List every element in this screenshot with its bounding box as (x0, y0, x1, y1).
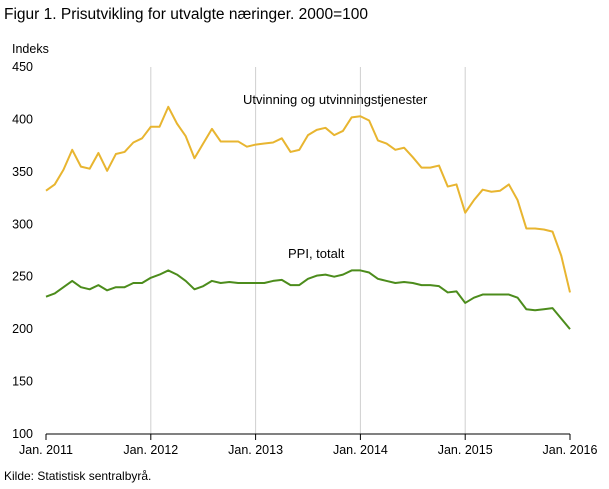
y-tick-label: 450 (12, 60, 33, 74)
x-tick-label: Jan. 2015 (438, 443, 493, 457)
series-label-ppi-totalt: PPI, totalt (288, 246, 345, 261)
axis-layer: Jan. 2011 Jan. 2012 Jan. 2013 Jan. 2014 Jan.… (12, 60, 597, 457)
y-tick-label: 150 (12, 375, 33, 389)
x-tick-label: Jan. 2012 (123, 443, 178, 457)
series-line-utvinning (45, 105, 571, 293)
label-layer: Utvinning og utvinningstjenester PPI, tot… (243, 92, 428, 261)
x-tick-label: Jan. 2014 (333, 443, 388, 457)
x-tick-label: Jan. 2013 (228, 443, 283, 457)
y-tick-label: 200 (12, 322, 33, 336)
source-note: Kilde: Statistisk sentralbyrå. (4, 469, 152, 483)
series-line-ppi-totalt (45, 269, 571, 330)
series-layer (45, 105, 571, 330)
x-tick-label: Jan. 2011 (19, 443, 73, 457)
y-tick-label: 350 (12, 165, 33, 179)
chart-title: Figur 1. Prisutvikling for utvalgte næri… (4, 6, 369, 23)
y-tick-label: 100 (12, 427, 33, 441)
y-axis-label: Indeks (12, 42, 49, 56)
y-tick-label: 300 (12, 217, 33, 231)
y-tick-label: 400 (12, 112, 33, 126)
x-tick-label: Jan. 2016 (543, 443, 598, 457)
y-tick-label: 250 (12, 270, 33, 284)
line-chart: Jan. 2011 Jan. 2012 Jan. 2013 Jan. 2014 Jan.… (12, 60, 597, 457)
series-label-utvinning: Utvinning og utvinningstjenester (243, 92, 428, 107)
